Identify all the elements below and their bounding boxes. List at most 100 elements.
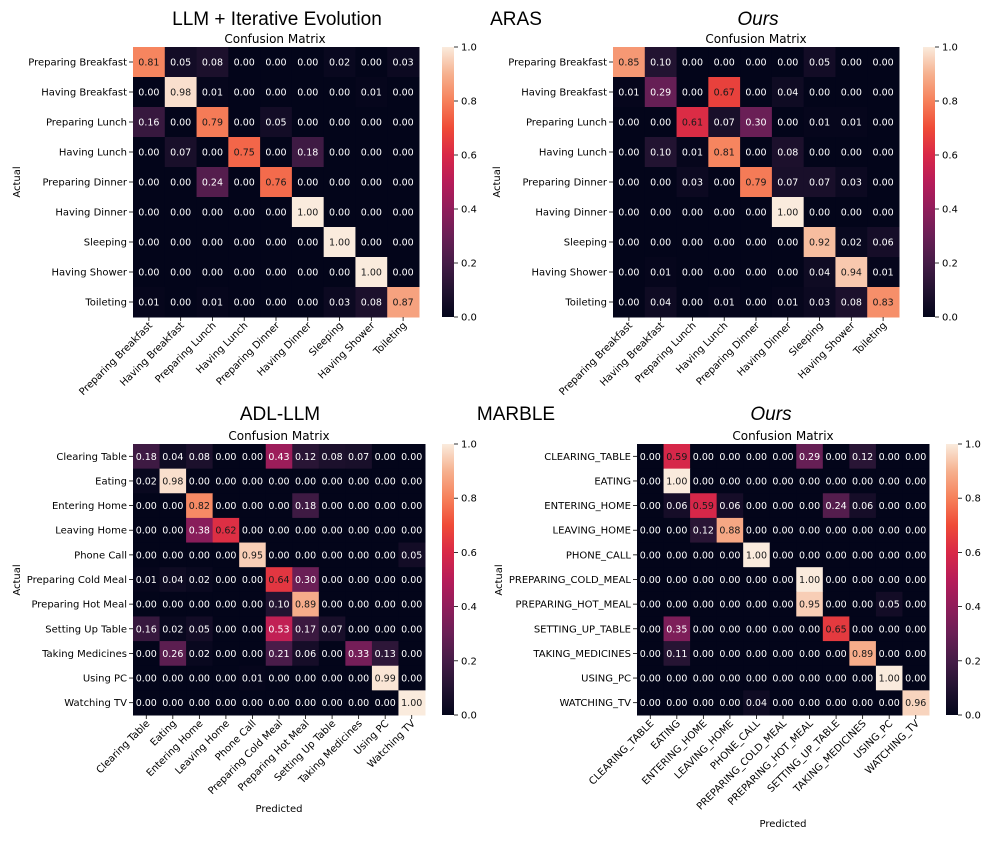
heatmap-cell [743,690,771,716]
heatmap-cell [398,616,426,642]
heatmap-cell [260,77,293,108]
heatmap-cell [260,167,293,198]
cell-value-label: 0.00 [295,674,316,685]
cell-value-label: 1.00 [799,575,820,586]
col-label-toileting: Toileting [851,320,889,358]
cell-value-label: 0.00 [375,600,396,611]
cell-value-label: 0.00 [375,550,396,561]
heatmap-cell [345,542,373,568]
heatmap-cell [771,77,805,108]
heatmap-cell [867,77,900,108]
cell-value-label: 0.00 [268,674,289,685]
cell-value-label: 0.00 [265,148,286,159]
cell-value-label: 0.00 [401,674,422,685]
heatmap-cell [716,591,744,617]
row-label-taking-medicines: TAKING_MEDICINES [532,649,631,660]
colorbar-tick-label: 0.0 [461,313,477,324]
cell-value-label: 0.00 [650,178,671,189]
cell-value-label: 0.00 [393,148,414,159]
row-label-having-lunch: Having Lunch [539,148,607,159]
row-label-entering-home: Entering Home [52,501,127,512]
cell-value-label: 0.00 [361,238,382,249]
row-label-leaving-home: Leaving Home [55,526,127,537]
colorbar-tick-label: 1.0 [461,43,477,54]
heatmap-cell [265,444,293,470]
cell-value-label: 0.00 [401,624,422,635]
heatmap-cell [133,107,166,138]
heatmap-cell [355,257,388,288]
heatmap-cell [716,665,744,691]
heatmap-cell [387,197,420,228]
heatmap-cell [644,287,678,318]
heatmap-cell [265,493,293,519]
heatmap-cell [740,287,773,318]
cell-value-label: 0.00 [640,526,661,537]
cell-value-label: 0.00 [745,58,766,69]
heatmap-cell [676,257,709,288]
cell-value-label: 0.07 [348,452,369,463]
cell-value-label: 0.00 [852,575,873,586]
cell-value-label: 0.00 [826,674,847,685]
heatmap-cell [212,542,240,568]
cell-value-label: 0.94 [841,268,862,279]
cell-value-label: 0.00 [826,649,847,660]
cell-value-label: 0.89 [852,649,873,660]
heatmap-cell [133,444,161,470]
cell-value-label: 0.01 [714,298,735,309]
cell-value-label: 0.06 [873,238,894,249]
cell-value-label: 0.03 [393,58,414,69]
heatmap-cell [769,567,797,593]
heatmap-cell [291,47,325,78]
cell-value-label: 0.00 [852,624,873,635]
cell-value-label: 0.00 [215,476,236,487]
heatmap-cell [292,493,320,519]
heatmap-cell [743,641,771,667]
cell-value-label: 0.00 [322,575,343,586]
heatmap-cell [387,77,420,108]
heatmap-cell [708,197,741,228]
cell-value-label: 0.00 [772,649,793,660]
cell-value-label: 0.00 [746,600,767,611]
heatmap-cell [159,690,187,716]
matrix-title: Confusion Matrix [224,32,325,46]
cell-value-label: 0.00 [348,624,369,635]
row-label-setting-up-table: Setting Up Table [45,624,127,635]
cell-value-label: 0.00 [215,624,236,635]
heatmap-cell [164,137,198,168]
heatmap-cell [690,616,718,642]
cell-value-label: 0.00 [322,674,343,685]
cell-value-label: 0.04 [746,698,767,709]
colorbar-tick-label: 0.6 [965,548,981,559]
heatmap-cell [186,641,214,667]
cell-value-label: 0.00 [215,501,236,512]
heatmap-cell [159,641,187,667]
cell-value-label: 0.00 [265,208,286,219]
heatmap-cell [318,468,346,494]
heatmap-cell [265,468,293,494]
colorbar-tick-label: 0.2 [461,259,477,270]
cell-value-label: 0.00 [322,550,343,561]
heatmap-cell [164,227,198,258]
cell-value-label: 0.00 [799,550,820,561]
heatmap-cell [291,107,325,138]
cell-value-label: 0.00 [719,476,740,487]
heatmap-cell [133,137,166,168]
cell-value-label: 0.64 [268,575,289,586]
cell-value-label: 0.18 [295,501,316,512]
cell-value-label: 0.00 [714,238,735,249]
cell-value-label: 0.00 [826,698,847,709]
y-axis-label: Actual [12,166,23,197]
row-label-toileting: Toileting [564,298,607,309]
cell-value-label: 0.00 [215,674,236,685]
cell-value-label: 0.01 [202,298,223,309]
cell-value-label: 0.79 [745,178,766,189]
cell-value-label: 0.00 [375,624,396,635]
cell-value-label: 0.01 [777,298,798,309]
row-label-setting-up-table: SETTING_UP_TABLE [534,624,631,635]
cell-value-label: 0.00 [375,476,396,487]
heatmap-cell [875,665,903,691]
cell-value-label: 0.00 [772,624,793,635]
row-label-using-pc: USING_PC [581,674,631,685]
heatmap-cell [371,665,399,691]
cell-value-label: 0.00 [772,476,793,487]
